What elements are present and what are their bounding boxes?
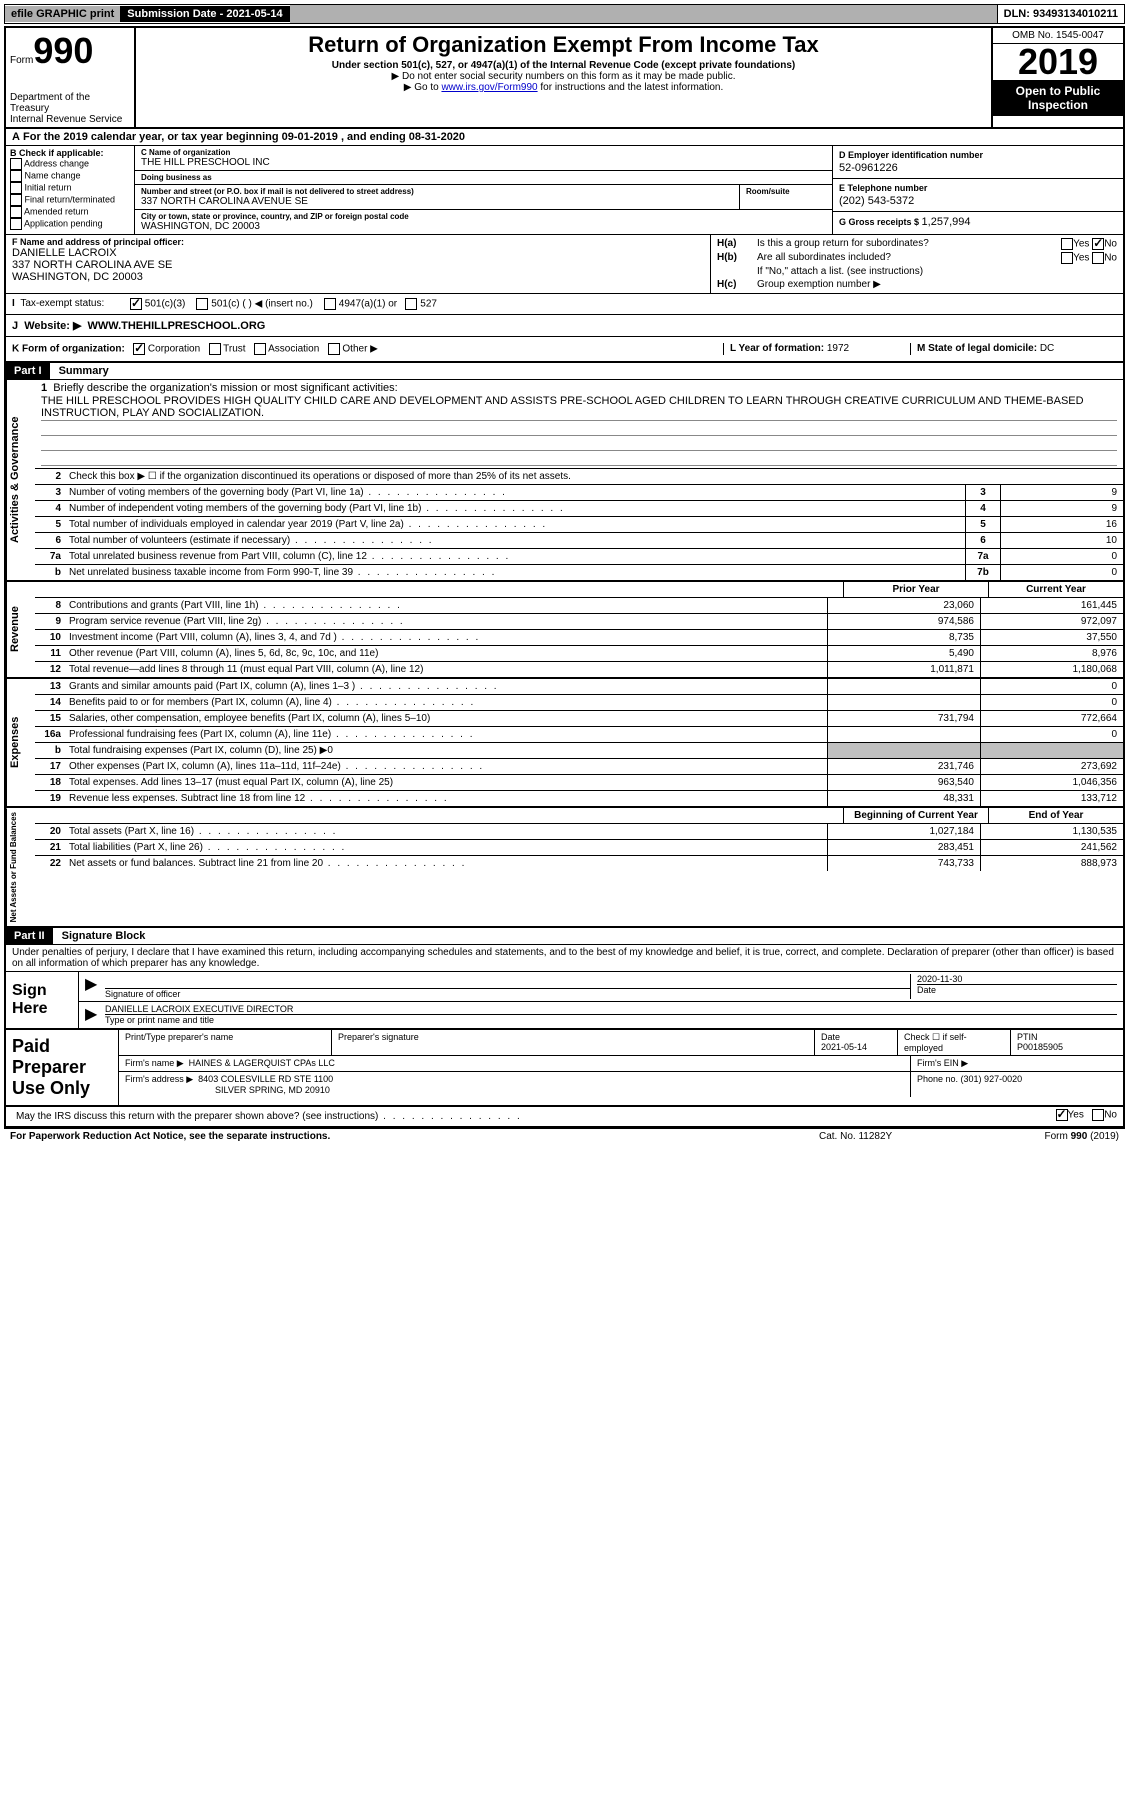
line-21: 21 Total liabilities (Part X, line 26) 2…: [35, 840, 1123, 856]
form-title: Return of Organization Exempt From Incom…: [142, 32, 985, 58]
line-8: 8 Contributions and grants (Part VIII, l…: [35, 598, 1123, 614]
signature-date: 2020-11-30: [917, 974, 1117, 984]
section-h: H(a) Is this a group return for subordin…: [711, 235, 1123, 293]
officer-name-title: DANIELLE LACROIX EXECUTIVE DIRECTOR: [105, 1004, 1117, 1014]
vtab-expenses: Expenses: [6, 679, 35, 806]
instruction-1: ▶ Do not enter social security numbers o…: [142, 71, 985, 82]
irs-link[interactable]: www.irs.gov/Form990: [441, 82, 537, 93]
sign-here-section: Sign Here ▶ Signature of officer 2020-11…: [6, 971, 1123, 1028]
submission-date: Submission Date - 2021-05-14: [121, 6, 289, 22]
line-17: 17 Other expenses (Part IX, column (A), …: [35, 759, 1123, 775]
check-final-return[interactable]: Final return/terminated: [10, 194, 130, 206]
line-9: 9 Program service revenue (Part VIII, li…: [35, 614, 1123, 630]
mission-box: 1 Briefly describe the organization's mi…: [35, 380, 1123, 469]
check-amended[interactable]: Amended return: [10, 206, 130, 218]
part-1-header: Part I Summary: [6, 363, 1123, 380]
preparer-date: 2021-05-14: [821, 1042, 867, 1052]
line-7a: 7a Total unrelated business revenue from…: [35, 549, 1123, 565]
check-initial-return[interactable]: Initial return: [10, 182, 130, 194]
check-address-change[interactable]: Address change: [10, 158, 130, 170]
line-10: 10 Investment income (Part VIII, column …: [35, 630, 1123, 646]
firm-address: 8403 COLESVILLE RD STE 1100: [198, 1074, 333, 1084]
form-title-block: Return of Organization Exempt From Incom…: [136, 28, 991, 127]
tax-period: A For the 2019 calendar year, or tax yea…: [6, 129, 1123, 146]
telephone: (202) 543-5372: [839, 193, 1117, 207]
line-7b: b Net unrelated business taxable income …: [35, 565, 1123, 580]
section-c-org-info: C Name of organization THE HILL PRESCHOO…: [135, 146, 833, 234]
section-k: K Form of organization: Corporation Trus…: [12, 343, 723, 355]
paid-preparer-section: Paid Preparer Use Only Print/Type prepar…: [6, 1028, 1123, 1107]
officer-name: DANIELLE LACROIX: [12, 247, 704, 259]
page-footer: For Paperwork Reduction Act Notice, see …: [4, 1129, 1125, 1144]
line-16a: 16a Professional fundraising fees (Part …: [35, 727, 1123, 743]
website-url: WWW.THEHILLPRESCHOOL.ORG: [88, 320, 266, 332]
line-18: 18 Total expenses. Add lines 13–17 (must…: [35, 775, 1123, 791]
street-address: 337 NORTH CAROLINA AVENUE SE: [141, 196, 733, 207]
line-11: 11 Other revenue (Part VIII, column (A),…: [35, 646, 1123, 662]
vtab-governance: Activities & Governance: [6, 380, 35, 580]
mission-text: THE HILL PRESCHOOL PROVIDES HIGH QUALITY…: [41, 394, 1117, 421]
check-app-pending[interactable]: Application pending: [10, 218, 130, 230]
line-2: 2 Check this box ▶ ☐ if the organization…: [35, 469, 1123, 485]
name-arrow-icon: ▶: [85, 1004, 105, 1025]
check-name-change[interactable]: Name change: [10, 170, 130, 182]
dept-treasury: Department of the Treasury Internal Reve…: [10, 92, 130, 125]
gross-receipts: 1,257,994: [922, 216, 971, 228]
instruction-2: ▶ Go to www.irs.gov/Form990 for instruct…: [142, 82, 985, 93]
line-19: 19 Revenue less expenses. Subtract line …: [35, 791, 1123, 806]
section-b-checkboxes: B Check if applicable: Address change Na…: [6, 146, 135, 234]
tax-exempt-status: I Tax-exempt status: 501(c)(3) 501(c) ( …: [6, 294, 1123, 315]
discuss-with-preparer: May the IRS discuss this return with the…: [6, 1107, 1123, 1127]
vtab-revenue: Revenue: [6, 582, 35, 677]
perjury-statement: Under penalties of perjury, I declare th…: [6, 945, 1123, 971]
open-to-public: Open to Public Inspection: [993, 80, 1123, 116]
revenue-column-headers: Prior Year Current Year: [35, 582, 1123, 598]
signature-arrow-icon: ▶: [85, 974, 105, 999]
line-3: 3 Number of voting members of the govern…: [35, 485, 1123, 501]
firm-phone: (301) 927-0020: [961, 1074, 1023, 1084]
toolbar-spacer: [290, 5, 998, 23]
line-12: 12 Total revenue—add lines 8 through 11 …: [35, 662, 1123, 677]
line-20: 20 Total assets (Part X, line 16) 1,027,…: [35, 824, 1123, 840]
top-toolbar: efile GRAPHIC print Submission Date - 20…: [4, 4, 1125, 24]
form-number-block: Form990 Department of the Treasury Inter…: [6, 28, 136, 127]
part-2-header: Part II Signature Block: [6, 928, 1123, 945]
dln: DLN: 93493134010211: [998, 6, 1124, 22]
line-16b: b Total fundraising expenses (Part IX, c…: [35, 743, 1123, 759]
form-subtitle: Under section 501(c), 527, or 4947(a)(1)…: [142, 60, 985, 71]
line-15: 15 Salaries, other compensation, employe…: [35, 711, 1123, 727]
line-14: 14 Benefits paid to or for members (Part…: [35, 695, 1123, 711]
org-name: THE HILL PRESCHOOL INC: [141, 157, 826, 168]
section-d-e-g: D Employer identification number 52-0961…: [833, 146, 1123, 234]
vtab-netassets: Net Assets or Fund Balances: [6, 808, 35, 926]
city-state-zip: WASHINGTON, DC 20003: [141, 221, 826, 232]
line-5: 5 Total number of individuals employed i…: [35, 517, 1123, 533]
header-right-block: OMB No. 1545-0047 2019 Open to Public In…: [991, 28, 1123, 127]
firm-name: HAINES & LAGERQUIST CPAs LLC: [189, 1058, 335, 1068]
line-4: 4 Number of independent voting members o…: [35, 501, 1123, 517]
section-m: M State of legal domicile: DC: [910, 343, 1117, 355]
form-990: Form990 Department of the Treasury Inter…: [4, 26, 1125, 1129]
efile-button[interactable]: efile GRAPHIC print: [5, 6, 121, 22]
section-f-officer: F Name and address of principal officer:…: [6, 235, 711, 293]
netassets-column-headers: Beginning of Current Year End of Year: [35, 808, 1123, 824]
line-13: 13 Grants and similar amounts paid (Part…: [35, 679, 1123, 695]
tax-year: 2019: [993, 44, 1123, 80]
ptin: P00185905: [1017, 1042, 1063, 1052]
website: J Website: ▶ WWW.THEHILLPRESCHOOL.ORG: [6, 315, 1123, 337]
line-6: 6 Total number of volunteers (estimate i…: [35, 533, 1123, 549]
line-22: 22 Net assets or fund balances. Subtract…: [35, 856, 1123, 871]
section-l: L Year of formation: 1972: [723, 343, 910, 355]
ein: 52-0961226: [839, 160, 1117, 174]
